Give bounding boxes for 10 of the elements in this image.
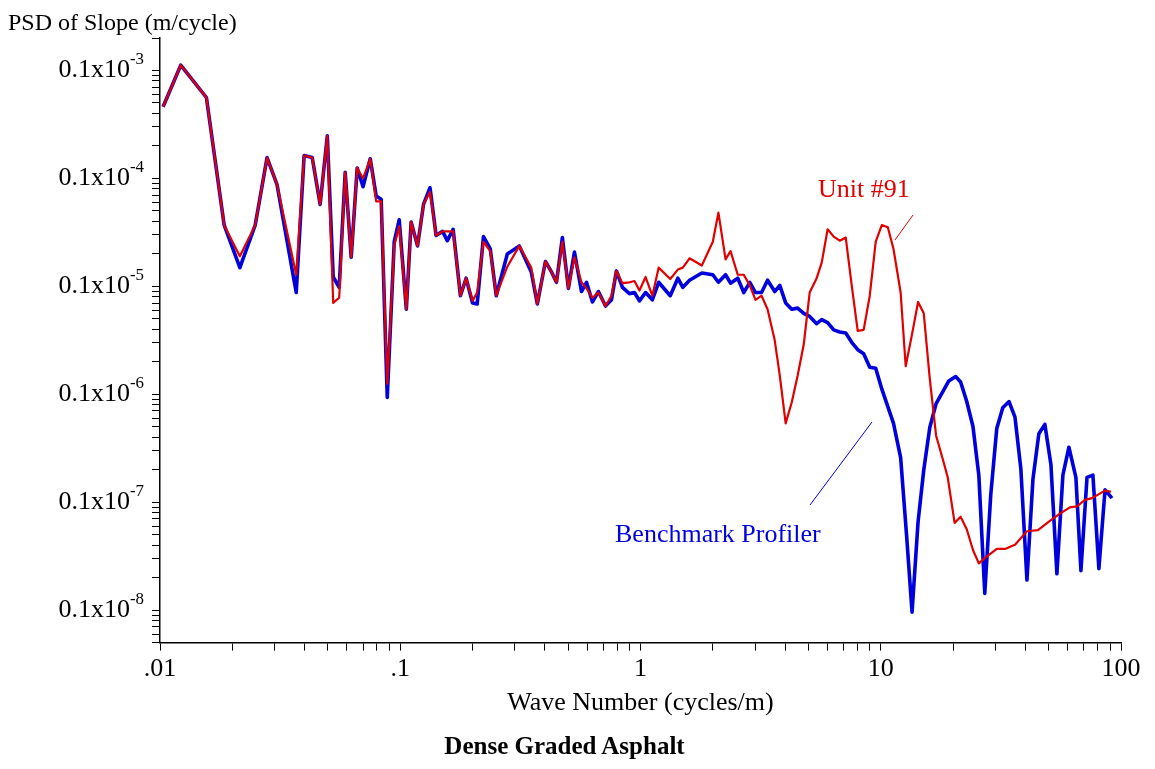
x-tick-label: .1 xyxy=(390,653,410,683)
text: Dense Graded Asphalt xyxy=(444,732,686,760)
x-tick-label: 100 xyxy=(1101,653,1141,683)
y-axis-title: PSD of Slope (m/cycle) xyxy=(8,9,237,36)
x-axis-title: Wave Number (cycles/m) xyxy=(507,687,774,717)
x-tick-label: 10 xyxy=(867,653,894,683)
text: Benchmark Profiler xyxy=(615,518,822,548)
x-tick-label: 1 xyxy=(634,653,647,683)
x-tick-label: .01 xyxy=(143,653,177,683)
series-label: Unit #91 xyxy=(818,173,910,203)
